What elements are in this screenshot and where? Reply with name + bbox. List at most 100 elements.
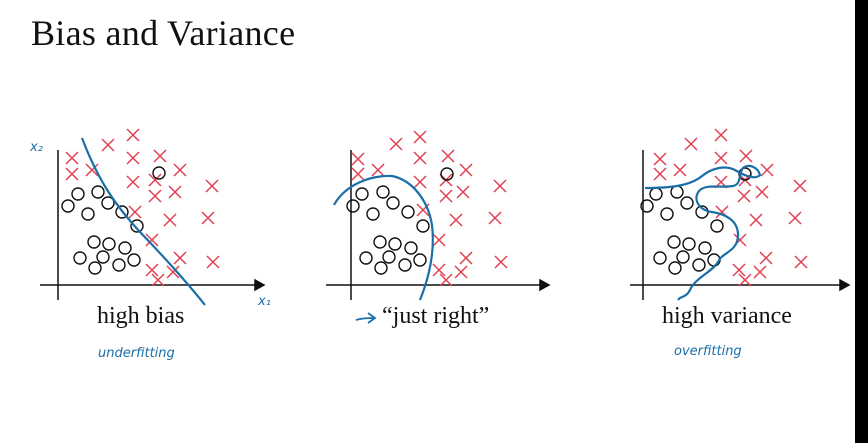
- circle-mark-icon: [653, 251, 667, 265]
- x-mark-icon: [413, 175, 427, 189]
- circle-markers: [640, 167, 752, 275]
- circle-mark-icon: [366, 207, 380, 221]
- x-mark-icon: [454, 265, 468, 279]
- x-axis-arrowhead: [539, 278, 551, 292]
- cross-markers: [65, 128, 220, 287]
- circle-mark-icon: [386, 196, 400, 210]
- x-mark-icon: [714, 128, 728, 142]
- circle-markers: [346, 167, 454, 275]
- x-mark-icon: [737, 189, 751, 203]
- x-mark-icon: [439, 189, 453, 203]
- slide-title: Bias and Variance: [31, 13, 296, 53]
- circle-mark-icon: [667, 235, 681, 249]
- x-mark-icon: [793, 179, 807, 193]
- x-mark-icon: [168, 185, 182, 199]
- x-mark-icon: [456, 185, 470, 199]
- x-mark-icon: [371, 163, 385, 177]
- x-mark-icon: [166, 265, 180, 279]
- circle-mark-icon: [416, 219, 430, 233]
- x-mark-icon: [153, 149, 167, 163]
- circle-mark-icon: [130, 219, 144, 233]
- circle-markers: [61, 166, 166, 275]
- x-mark-icon: [351, 152, 365, 166]
- circle-mark-icon: [398, 258, 412, 272]
- circle-mark-icon: [680, 196, 694, 210]
- x-mark-icon: [173, 251, 187, 265]
- x-mark-icon: [494, 255, 508, 269]
- circle-mark-icon: [676, 250, 690, 264]
- circle-mark-icon: [118, 241, 132, 255]
- note-overfitting: overfitting: [674, 344, 742, 359]
- x-mark-icon: [126, 128, 140, 142]
- x-mark-icon: [128, 205, 142, 219]
- x-mark-icon: [794, 255, 808, 269]
- axis-label-x2: x₂: [29, 140, 43, 155]
- circle-mark-icon: [127, 253, 141, 267]
- x-mark-icon: [151, 273, 165, 287]
- x-mark-icon: [760, 163, 774, 177]
- x-mark-icon: [755, 185, 769, 199]
- arrow-right-icon: [355, 312, 377, 324]
- circle-mark-icon: [373, 235, 387, 249]
- axes: [326, 150, 551, 300]
- circle-mark-icon: [376, 185, 390, 199]
- x-mark-icon: [459, 251, 473, 265]
- x-mark-icon: [206, 255, 220, 269]
- caption-high-bias: high bias: [97, 303, 184, 329]
- x-mark-icon: [173, 163, 187, 177]
- circle-mark-icon: [112, 258, 126, 272]
- circle-mark-icon: [413, 253, 427, 267]
- x-mark-icon: [653, 152, 667, 166]
- x-mark-icon: [714, 151, 728, 165]
- circle-mark-icon: [698, 241, 712, 255]
- x-mark-icon: [85, 163, 99, 177]
- circle-mark-icon: [73, 251, 87, 265]
- panel-high-variance: high variance overfitting: [630, 128, 851, 359]
- axes: [630, 150, 851, 300]
- x-mark-icon: [126, 151, 140, 165]
- caption-just-right: “just right”: [382, 303, 489, 329]
- x-mark-icon: [205, 179, 219, 193]
- decision-boundary: [80, 137, 206, 306]
- decision-boundary: [333, 174, 434, 301]
- x-mark-icon: [673, 163, 687, 177]
- panel-just-right: “just right”: [326, 130, 551, 329]
- x-mark-icon: [449, 213, 463, 227]
- x-mark-icon: [788, 211, 802, 225]
- circle-mark-icon: [374, 261, 388, 275]
- circle-mark-icon: [660, 207, 674, 221]
- decision-boundary: [644, 164, 762, 301]
- x-mark-icon: [201, 211, 215, 225]
- x-mark-icon: [759, 251, 773, 265]
- x-mark-icon: [389, 137, 403, 151]
- axis-label-x1: x₁: [257, 294, 271, 309]
- circle-mark-icon: [388, 237, 402, 251]
- circle-mark-icon: [102, 237, 116, 251]
- circle-mark-icon: [96, 250, 110, 264]
- x-mark-icon: [653, 167, 667, 181]
- circle-mark-icon: [115, 205, 129, 219]
- x-mark-icon: [459, 163, 473, 177]
- circle-mark-icon: [355, 187, 369, 201]
- x-mark-icon: [145, 233, 159, 247]
- x-mark-icon: [441, 149, 455, 163]
- x-mark-icon: [148, 189, 162, 203]
- x-mark-icon: [684, 137, 698, 151]
- circle-mark-icon: [359, 251, 373, 265]
- x-mark-icon: [351, 167, 365, 181]
- x-axis-arrowhead: [839, 278, 851, 292]
- circle-mark-icon: [668, 261, 682, 275]
- circle-mark-icon: [346, 199, 360, 213]
- x-mark-icon: [413, 151, 427, 165]
- x-mark-icon: [738, 273, 752, 287]
- x-mark-icon: [126, 175, 140, 189]
- circle-mark-icon: [101, 196, 115, 210]
- circle-mark-icon: [61, 199, 75, 213]
- circle-mark-icon: [682, 237, 696, 251]
- circle-mark-icon: [404, 241, 418, 255]
- circle-mark-icon: [440, 167, 454, 181]
- x-mark-icon: [439, 273, 453, 287]
- caption-high-variance: high variance: [662, 303, 792, 329]
